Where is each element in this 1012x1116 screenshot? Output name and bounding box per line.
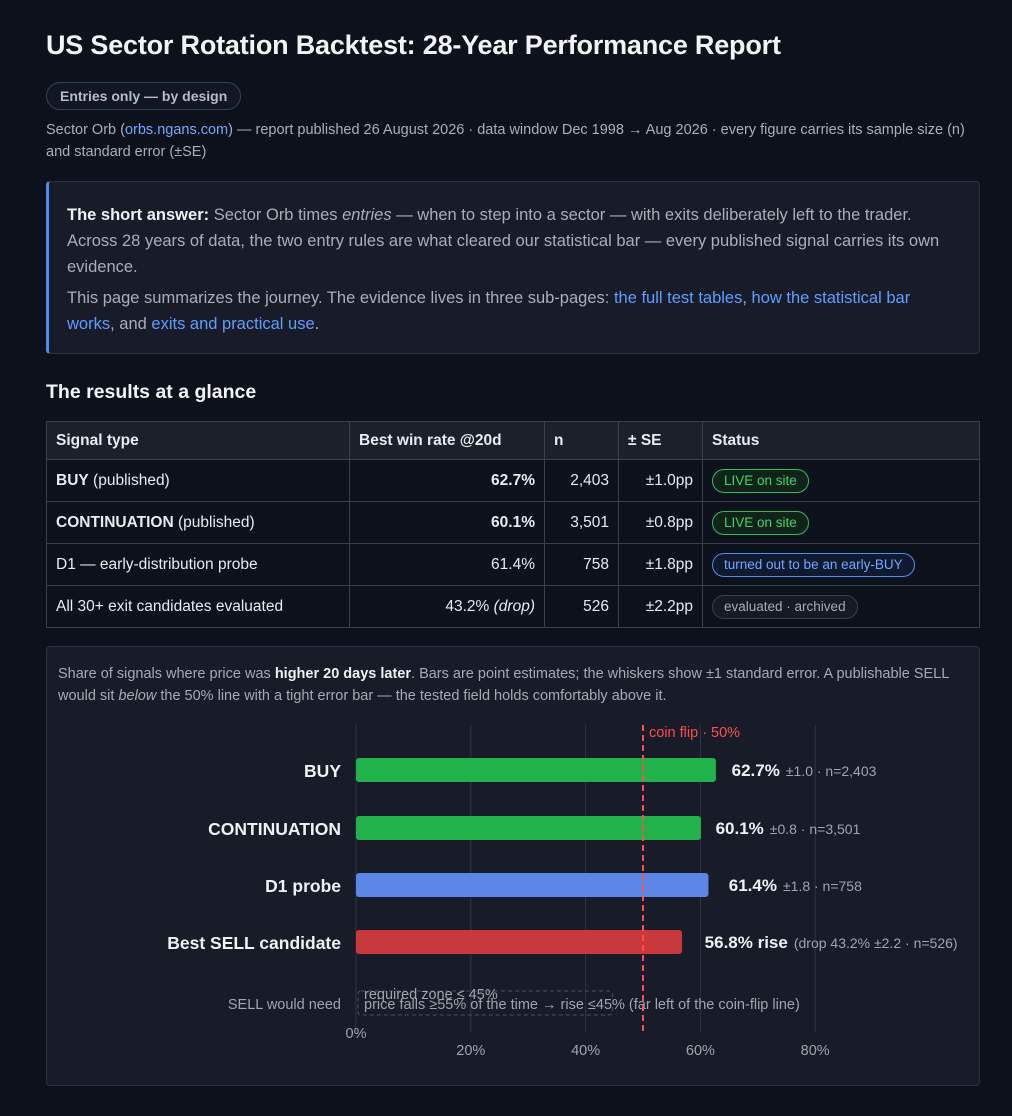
callout-text-1b: — when to step into a sector — with exit… <box>67 206 940 276</box>
caption-text-a: Share of signals where price was <box>58 666 275 682</box>
required-zone-label: required zone ≤ 45% <box>364 987 498 1003</box>
statistical-bar-link[interactable]: how the statistical bar works <box>67 289 911 333</box>
signal-type-cell: D1 — early-distribution probe <box>46 543 350 586</box>
entries-only-pill: Entries only — by design <box>46 82 242 110</box>
category-label: CONTINUATION <box>208 819 341 839</box>
value-label: 62.7% <box>732 761 780 780</box>
exits-practical-use-link[interactable]: exits and practical use <box>151 315 315 333</box>
x-tick-label: 0% <box>346 1026 367 1042</box>
signal-note: (published) <box>88 471 170 489</box>
status-cell: LIVE on site <box>702 501 980 544</box>
callout-sep-2: , and <box>110 315 152 333</box>
value-label: 60.1% <box>716 819 764 838</box>
table-row: BUY (published) 62.7% 2,403 ±1.0pp LIVE … <box>46 459 980 502</box>
bar <box>356 930 683 954</box>
results-heading: The results at a glance <box>46 381 257 403</box>
se-cell: ±2.2pp <box>618 585 703 628</box>
callout-text-2a: This page summarizes the journey. The ev… <box>67 289 614 307</box>
caption-strong: higher 20 days later <box>274 666 412 682</box>
category-label: D1 probe <box>265 876 341 896</box>
sub-label: ±1.0 · n=2,403 <box>786 763 877 779</box>
signal-note: (published) <box>173 513 255 531</box>
callout-emphasis: entries <box>342 206 392 224</box>
short-answer-callout: The short answer: Sector Orb times entri… <box>46 181 980 354</box>
win-rate-cell: 60.1% <box>349 501 545 544</box>
win-rate-value: 62.7% <box>491 471 535 489</box>
win-rate-cell: 62.7% <box>349 459 545 502</box>
status-cell: LIVE on site <box>702 459 980 502</box>
status-badge: evaluated · archived <box>712 594 858 619</box>
caption-text-b: . Bars are point estimates; the whiskers… <box>58 666 949 704</box>
callout-paragraph-1: The short answer: Sector Orb times entri… <box>67 202 961 280</box>
n-cell: 526 <box>544 585 619 628</box>
value-label: 61.4% <box>729 876 777 895</box>
win-rate-bar-chart: required zone ≤ 45%price falls ≥55% of t… <box>167 725 958 1059</box>
bar <box>356 873 709 897</box>
caption-emphasis: below <box>118 688 157 704</box>
win-rate-cell: 43.2% (drop) <box>349 585 545 628</box>
status-badge: LIVE on site <box>712 510 809 535</box>
se-cell: ±1.8pp <box>618 543 703 586</box>
column-header-se: ± SE <box>618 421 703 460</box>
x-tick-label: 20% <box>456 1043 485 1059</box>
table-row: D1 — early-distribution probe 61.4% 758 … <box>46 543 980 586</box>
sub-label: ±0.8 · n=3,501 <box>770 821 861 837</box>
callout-lead: The short answer: <box>67 206 210 224</box>
column-header-status: Status <box>702 421 980 460</box>
bar <box>356 758 716 782</box>
bar <box>356 816 701 840</box>
win-rate-qualifier: (drop) <box>493 597 535 615</box>
signal-type-cell: CONTINUATION (published) <box>46 501 350 544</box>
callout-end: . <box>314 315 320 333</box>
value-label: 56.8% rise <box>705 933 788 952</box>
meta-prefix: Sector Orb ( <box>46 122 125 138</box>
required-zone-box <box>357 990 613 1016</box>
meta-suffix: ) — report published 26 August 2026 · da… <box>46 122 965 160</box>
coin-flip-label: coin flip · 50% <box>649 725 740 741</box>
status-cell: turned out to be an early-BUY <box>702 543 980 586</box>
status-badge: LIVE on site <box>712 468 809 493</box>
category-label: Best SELL candidate <box>167 933 341 953</box>
column-header-signal-type: Signal type <box>46 421 350 460</box>
se-cell: ±0.8pp <box>618 501 703 544</box>
chart-caption: Share of signals where price was higher … <box>58 663 958 707</box>
n-cell: 758 <box>544 543 619 586</box>
site-link[interactable]: orbs.ngans.com <box>124 122 229 138</box>
status-badge: turned out to be an early-BUY <box>712 552 915 577</box>
win-rate-chart-panel: Share of signals where price was higher … <box>46 646 980 1086</box>
table-row: All 30+ exit candidates evaluated 43.2% … <box>46 585 980 628</box>
table-header-row: Signal type Best win rate @20d n ± SE St… <box>46 421 980 460</box>
n-cell: 3,501 <box>544 501 619 544</box>
signal-name: BUY <box>56 471 89 489</box>
caption-text-c: the 50% line with a tight error bar — th… <box>156 688 667 704</box>
category-label: BUY <box>304 761 341 781</box>
sub-label: ±1.8 · n=758 <box>783 878 862 894</box>
n-cell: 2,403 <box>544 459 619 502</box>
x-tick-label: 80% <box>801 1043 830 1059</box>
win-rate-cell: 61.4% <box>349 543 545 586</box>
win-rate-value: 43.2% <box>445 597 490 615</box>
x-tick-label: 40% <box>571 1043 600 1059</box>
signal-type-cell: All 30+ exit candidates evaluated <box>46 585 350 628</box>
column-header-win-rate: Best win rate @20d <box>349 421 545 460</box>
callout-text-1a: Sector Orb times <box>209 206 343 224</box>
table-row: CONTINUATION (published) 60.1% 3,501 ±0.… <box>46 501 980 544</box>
sell-requirement-text: price falls ≥55% of the time → rise ≤45%… <box>364 997 800 1013</box>
signal-type-cell: BUY (published) <box>46 459 350 502</box>
sub-label: (drop 43.2% ±2.2 · n=526) <box>794 935 958 951</box>
full-test-tables-link[interactable]: the full test tables <box>613 289 743 307</box>
results-table: Signal type Best win rate @20d n ± SE St… <box>46 421 980 628</box>
column-header-n: n <box>544 421 619 460</box>
se-cell: ±1.0pp <box>618 459 703 502</box>
status-cell: evaluated · archived <box>702 585 980 628</box>
callout-sep-1: , <box>742 289 752 307</box>
x-tick-label: 60% <box>686 1043 715 1059</box>
report-meta: Sector Orb (orbs.ngans.com) — report pub… <box>46 119 986 163</box>
page-title: US Sector Rotation Backtest: 28-Year Per… <box>46 30 781 60</box>
sell-row-label: SELL would need <box>228 997 341 1013</box>
win-rate-value: 60.1% <box>491 513 535 531</box>
signal-name: CONTINUATION <box>56 513 174 531</box>
callout-paragraph-2: This page summarizes the journey. The ev… <box>67 285 961 337</box>
